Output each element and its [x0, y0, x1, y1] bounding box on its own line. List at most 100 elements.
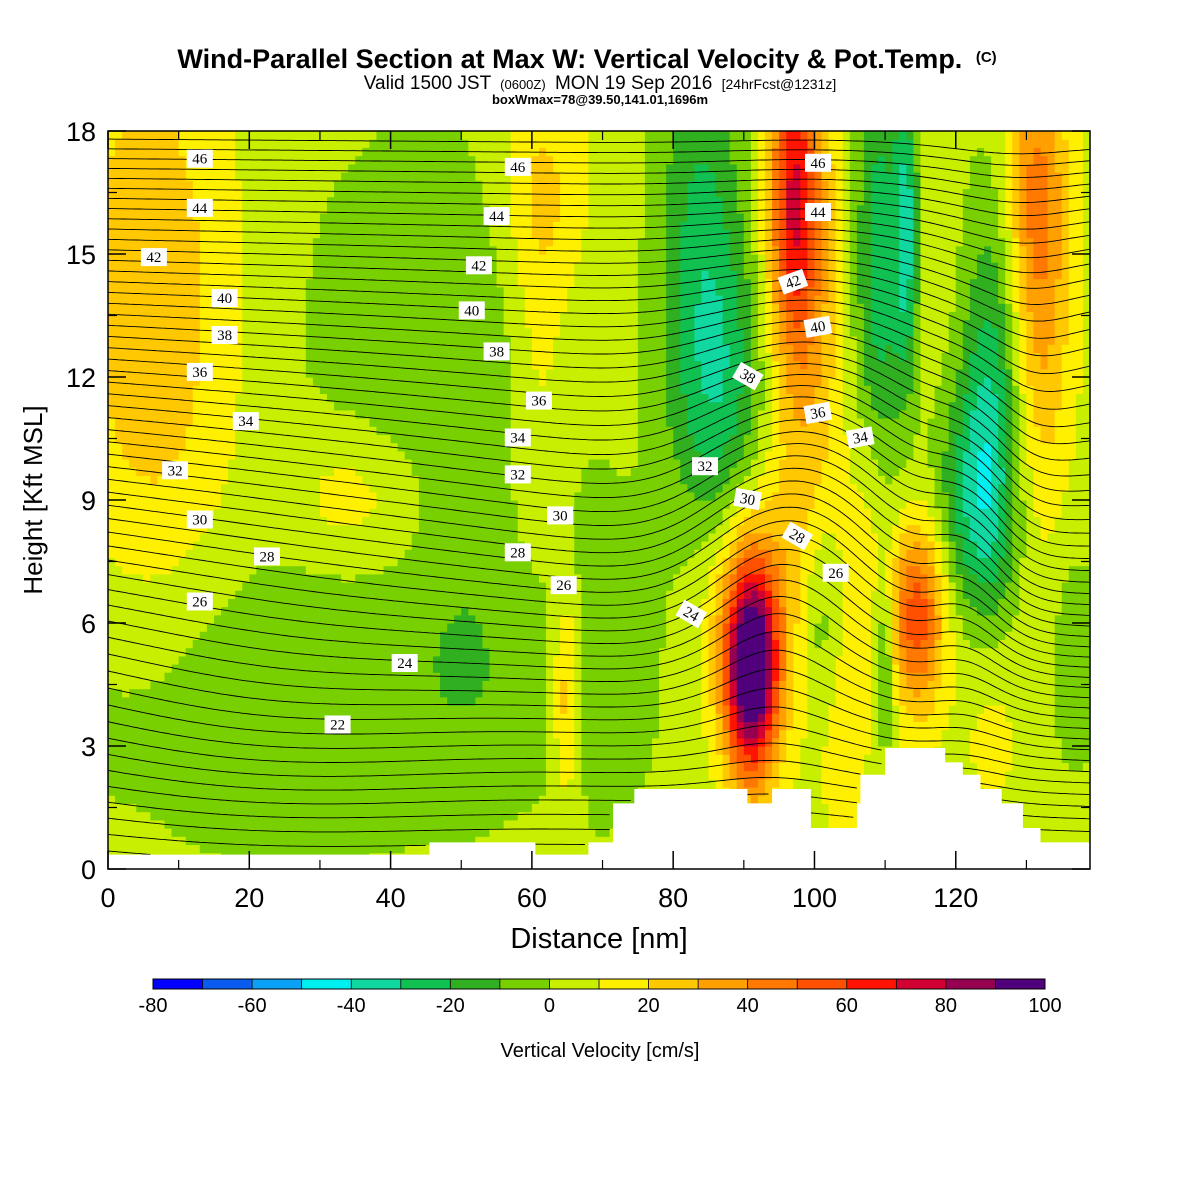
velocity-cell	[454, 647, 462, 657]
velocity-cell	[461, 377, 469, 386]
velocity-cell	[256, 278, 265, 288]
velocity-cell	[482, 483, 491, 493]
velocity-cell	[327, 319, 335, 329]
velocity-cell	[249, 737, 257, 747]
velocity-cell	[136, 401, 144, 411]
velocity-cell	[270, 336, 279, 345]
velocity-cell	[206, 762, 215, 772]
velocity-cell	[122, 778, 130, 788]
velocity-cell	[475, 770, 484, 780]
velocity-cell	[178, 680, 187, 690]
velocity-cell	[319, 713, 328, 722]
velocity-cell	[305, 606, 314, 616]
velocity-cell	[376, 836, 385, 845]
velocity-cell	[185, 746, 194, 755]
velocity-cell	[129, 163, 137, 173]
velocity-cell	[355, 213, 363, 222]
velocity-cell	[213, 500, 222, 509]
velocity-cell	[461, 270, 469, 280]
velocity-cell	[362, 385, 370, 394]
velocity-cell	[221, 418, 229, 427]
velocity-cell	[235, 639, 243, 649]
velocity-cell	[143, 450, 151, 460]
velocity-cell	[129, 131, 137, 140]
velocity-cell	[334, 213, 342, 222]
velocity-cell	[143, 532, 151, 542]
velocity-cell	[397, 565, 406, 575]
velocity-cell	[221, 393, 229, 403]
velocity-cell	[164, 434, 173, 444]
velocity-cell	[496, 557, 505, 567]
velocity-cell	[312, 352, 321, 362]
velocity-cell	[108, 623, 116, 632]
velocity-cell	[185, 377, 194, 386]
velocity-cell	[143, 344, 151, 353]
velocity-cell	[129, 336, 137, 345]
velocity-cell	[404, 688, 413, 698]
velocity-cell	[122, 795, 130, 804]
velocity-cell	[206, 352, 215, 362]
velocity-cell	[291, 278, 300, 288]
velocity-cell	[425, 647, 434, 657]
velocity-cell	[425, 262, 434, 271]
velocity-cell	[270, 655, 279, 665]
velocity-cell	[482, 803, 491, 813]
velocity-cell	[489, 614, 498, 624]
velocity-cell	[143, 262, 151, 271]
velocity-cell	[164, 754, 173, 763]
velocity-cell	[482, 434, 491, 444]
velocity-cell	[376, 746, 385, 755]
velocity-cell	[277, 787, 286, 796]
velocity-cell	[447, 426, 455, 435]
velocity-cell	[256, 303, 265, 312]
velocity-cell	[355, 442, 363, 452]
velocity-cell	[221, 582, 229, 591]
velocity-cell	[390, 204, 399, 214]
velocity-cell	[185, 672, 194, 681]
velocity-cell	[270, 409, 279, 419]
velocity-cell	[164, 590, 173, 599]
velocity-cell	[348, 270, 356, 280]
velocity-cell	[397, 819, 406, 829]
velocity-cell	[185, 705, 194, 714]
velocity-cell	[213, 532, 222, 542]
velocity-cell	[397, 557, 406, 567]
velocity-cell	[489, 770, 498, 780]
velocity-cell	[468, 418, 476, 427]
velocity-cell	[249, 131, 257, 140]
velocity-cell	[242, 606, 250, 616]
velocity-cell	[376, 631, 385, 640]
velocity-cell	[150, 705, 159, 714]
velocity-cell	[348, 762, 356, 772]
velocity-cell	[305, 737, 314, 747]
velocity-cell	[376, 623, 385, 632]
velocity-cell	[482, 475, 491, 485]
velocity-cell	[496, 803, 505, 813]
velocity-cell	[206, 221, 215, 230]
velocity-cell	[404, 721, 413, 731]
velocity-cell	[235, 360, 243, 370]
velocity-cell	[327, 163, 335, 173]
velocity-cell	[383, 836, 392, 845]
velocity-cell	[164, 262, 173, 271]
velocity-cell	[270, 139, 279, 148]
velocity-cell	[192, 582, 201, 591]
velocity-cell	[489, 491, 498, 501]
velocity-cell	[355, 131, 363, 140]
velocity-cell	[404, 729, 413, 739]
velocity-cell	[355, 746, 363, 755]
velocity-cell	[319, 270, 328, 280]
velocity-cell	[115, 795, 123, 804]
velocity-cell	[305, 762, 314, 772]
velocity-cell	[185, 582, 194, 591]
velocity-cell	[256, 139, 265, 148]
velocity-cell	[235, 385, 243, 394]
velocity-cell	[319, 155, 328, 165]
velocity-cell	[270, 524, 279, 534]
velocity-cell	[150, 787, 159, 796]
velocity-cell	[192, 385, 201, 394]
velocity-cell	[242, 360, 250, 370]
velocity-cell	[192, 639, 201, 649]
velocity-cell	[291, 737, 300, 747]
velocity-cell	[256, 336, 265, 345]
